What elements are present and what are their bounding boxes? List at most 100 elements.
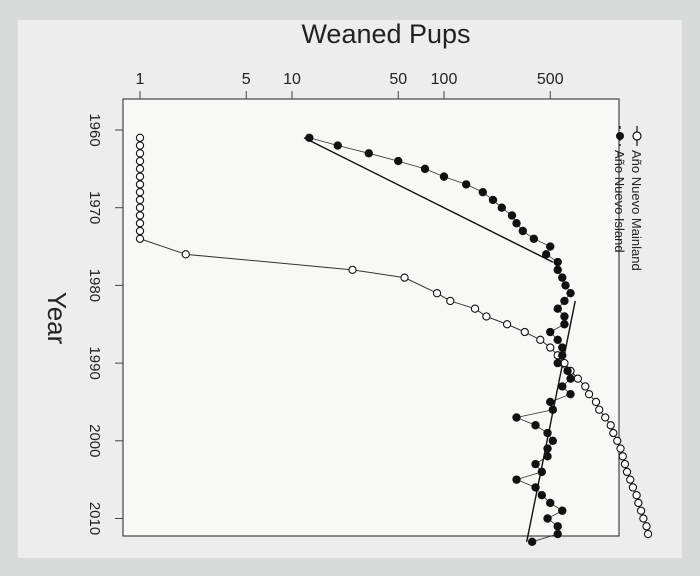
mainland-point — [181, 250, 190, 259]
island-point — [478, 187, 488, 197]
mainland-point — [636, 506, 646, 515]
island-line-segment — [516, 471, 542, 481]
mainland-point — [573, 374, 583, 383]
y-tick-label: 1990 — [86, 346, 103, 379]
island-point — [543, 444, 552, 453]
mainland-point — [591, 397, 601, 407]
island-point — [420, 164, 430, 174]
mainland-point — [642, 522, 651, 531]
mainland-point — [616, 444, 625, 453]
mainland-point — [502, 320, 512, 329]
mainland-point — [446, 296, 455, 306]
mainland-point — [634, 498, 643, 508]
island-point — [462, 180, 471, 189]
mainland-point — [626, 475, 635, 484]
island-point — [553, 304, 562, 313]
island-line-segment — [337, 145, 369, 154]
mainland-point — [135, 164, 145, 173]
island-point — [561, 281, 570, 290]
mainland-point — [135, 195, 145, 205]
mainland-point — [135, 203, 145, 212]
mainland-point — [613, 436, 622, 445]
mainland-line-segment — [352, 269, 405, 279]
island-point — [560, 296, 569, 306]
mainland-point — [135, 180, 145, 189]
island-point — [553, 529, 562, 539]
island-point — [512, 475, 521, 484]
island-point — [563, 366, 572, 376]
island-point — [529, 234, 539, 243]
island-point — [546, 397, 555, 407]
mainland-point — [482, 312, 491, 321]
island-line-segment — [532, 533, 558, 543]
island-point — [531, 421, 540, 430]
island-point — [560, 312, 569, 321]
island-point — [537, 467, 547, 477]
y-axis-label: Year — [42, 292, 72, 345]
legend-label-island: Año Nuevo Island — [612, 150, 627, 253]
mainland-point — [135, 149, 145, 158]
trend-line — [303, 137, 554, 263]
points-layer — [135, 133, 653, 547]
island-point — [558, 351, 567, 360]
island-point — [305, 133, 314, 142]
island-point — [333, 141, 342, 150]
island-point — [548, 436, 558, 445]
x-tick-label: 1 — [136, 71, 145, 88]
y-tick-label: 2000 — [86, 424, 103, 457]
mainland-point — [400, 273, 409, 282]
mainland-point — [628, 483, 638, 492]
mainland-point — [643, 529, 653, 539]
mainland-point — [620, 459, 630, 469]
mainland-line-segment — [185, 253, 353, 271]
island-point — [439, 172, 449, 181]
island-point — [512, 413, 521, 422]
mainland-point — [581, 382, 590, 391]
island-point — [546, 242, 555, 251]
island-point — [553, 522, 562, 531]
island-point — [531, 483, 540, 492]
island-point — [512, 219, 521, 228]
island-point — [553, 358, 562, 368]
mainland-point — [470, 304, 480, 313]
island-line-segment — [368, 152, 399, 162]
island-line-segment — [309, 137, 338, 146]
mainland-point — [135, 226, 145, 236]
island-point — [558, 273, 567, 282]
island-point — [553, 335, 562, 344]
mainland-point — [432, 289, 442, 298]
mainland-point — [632, 491, 641, 500]
island-point — [543, 452, 552, 461]
island-point — [546, 327, 555, 337]
mainland-point — [618, 452, 627, 461]
mainland-point — [135, 234, 145, 243]
x-tick-label: 50 — [389, 71, 407, 88]
island-point — [548, 405, 558, 414]
island-point — [553, 265, 562, 275]
mainland-point — [546, 343, 555, 352]
legend-marker-island — [616, 132, 624, 140]
mainland-point — [622, 467, 632, 477]
x-tick-label: 10 — [283, 71, 301, 88]
island-point — [541, 250, 551, 259]
island-point — [543, 514, 552, 523]
mainland-point — [595, 405, 604, 414]
island-point — [527, 537, 537, 547]
mainland-line-segment — [404, 277, 438, 294]
y-tick-label: 2010 — [86, 502, 103, 535]
island-point — [507, 211, 517, 220]
island-point — [560, 320, 569, 329]
island-point — [537, 490, 547, 500]
trend-line — [526, 300, 576, 542]
mainland-point — [609, 428, 618, 438]
y-tick-label: 1960 — [86, 113, 103, 146]
axis-ticks: 1 5 10 50 100 500 1960 1970 1980 1990 2000 2010 — [86, 71, 564, 535]
mainland-point — [135, 211, 145, 220]
island-point — [553, 257, 562, 267]
island-point — [566, 374, 575, 383]
island-point — [518, 226, 528, 236]
island-line-segment — [516, 409, 553, 418]
island-point — [546, 498, 555, 508]
